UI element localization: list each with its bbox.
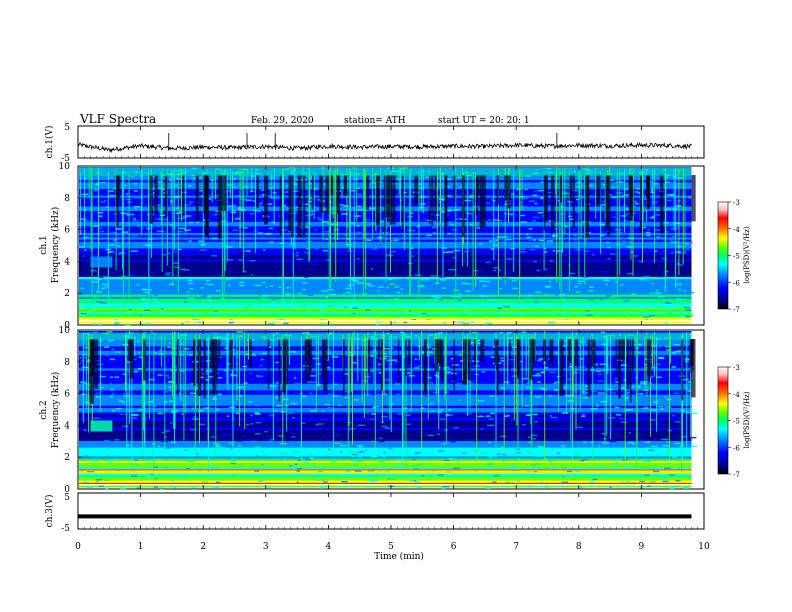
x-tick-label: 0 [75, 542, 81, 552]
x-axis: 0 1 2 3 4 5 6 7 8 9 10 [75, 126, 710, 552]
colorbar-ch2-tick-label: -7 [733, 471, 740, 479]
colorbar-ch1: -3 -4 -5 -6 -7 log(PSD)(V²/Hz) [717, 199, 751, 314]
x-tick-label: 1 [138, 542, 144, 552]
waveform-ch1-frame [77, 125, 705, 159]
colorbar-ch2-label: log(PSD)(V²/Hz) [743, 391, 751, 448]
waveform-ch3-ytick-top: 5 [64, 493, 70, 503]
spectrogram-ch1-ytick-label: 8 [64, 194, 70, 204]
spectrogram-ch2-ylabel-channel: ch.2 [39, 400, 49, 419]
colorbar-ch1-tick-label: -7 [733, 306, 740, 314]
figure-title: VLF Spectra [79, 112, 156, 126]
x-axis-label: Time (min) [374, 551, 424, 562]
waveform-ch1-ytick-top: 5 [64, 123, 70, 133]
colorbar-ch1-label: log(PSD)(V²/Hz) [743, 226, 751, 283]
x-tick-label: 8 [576, 542, 582, 552]
waveform-ch1-trace [78, 133, 692, 154]
x-tick-label: 10 [698, 542, 710, 552]
spectrogram-ch2-image [78, 331, 698, 490]
waveform-ch3-ytick-bottom: -5 [61, 524, 70, 534]
spectrogram-ch2-ytick-label: 0 [64, 485, 70, 495]
colorbar-ch2-tick-label: -6 [733, 444, 740, 452]
x-tick-label: 3 [263, 542, 269, 552]
spectrogram-ch1-ylabel-frequency: Frequency (kHz) [50, 207, 61, 284]
x-tick-label: 7 [513, 542, 519, 552]
spectrogram-ch2-ytick-label: 2 [64, 453, 70, 463]
spectrogram-ch1-ytick-label: 0 [64, 321, 70, 331]
x-tick-label: 5 [388, 542, 394, 552]
x-tick-label: 6 [451, 542, 457, 552]
waveform-ch1-panel: 5 -5 ch.1(V) [44, 123, 705, 164]
colorbar-ch2-tick-label: -3 [733, 364, 740, 372]
x-tick-label: 9 [639, 542, 645, 552]
colorbar-ch2-scale [717, 366, 729, 475]
colorbar-ch1-tick-label: -4 [733, 226, 740, 234]
spectrogram-ch2-ytick-label: 10 [59, 326, 71, 336]
colorbar-ch1-scale [717, 201, 729, 310]
colorbar-ch2: -3 -4 -5 -6 -7 log(PSD)(V²/Hz) [717, 364, 751, 479]
spectrogram-ch2-ylabel-frequency: Frequency (kHz) [50, 372, 61, 449]
spectrogram-ch1-ytick-label: 10 [59, 162, 71, 172]
x-tick-label: 2 [200, 542, 206, 552]
colorbar-ch1-tick-label: -3 [733, 199, 740, 207]
waveform-ch1-ytick-bottom: -5 [61, 154, 70, 164]
colorbar-ch2-tick-label: -5 [733, 418, 740, 426]
waveform-ch3-ylabel: ch.3(V) [44, 495, 55, 528]
start-time-label: start UT = 20: 20: 1 [438, 116, 530, 126]
spectrogram-ch1-image [78, 167, 696, 326]
spectrogram-ch2-ytick-label: 4 [64, 421, 70, 431]
spectrogram-ch2-ytick-label: 6 [64, 390, 70, 400]
spectrogram-ch1-ytick-label: 2 [64, 289, 70, 299]
spectrogram-ch2-ytick-label: 8 [64, 358, 70, 368]
spectrogram-ch1-ytick-label: 6 [64, 226, 70, 236]
colorbar-ch1-tick-label: -5 [733, 253, 740, 261]
waveform-ch3-panel: 5 -5 ch.3(V) [44, 492, 705, 534]
station-label: station= ATH [344, 116, 406, 126]
colorbar-ch1-tick-label: -6 [733, 279, 740, 287]
spectrogram-ch1-ylabel-channel: ch.1 [39, 235, 49, 254]
spectrogram-ch1-panel: 0 2 4 6 8 10 ch.1 Frequency (kHz) [39, 162, 705, 331]
spectrogram-ch2-panel: 0 2 4 6 8 10 ch.2 Frequency (kHz) [39, 326, 705, 495]
colorbar-ch2-tick-label: -4 [733, 391, 740, 399]
waveform-ch3-frame [77, 492, 705, 530]
date-label: Feb. 29, 2020 [251, 116, 314, 126]
x-tick-label: 4 [326, 542, 332, 552]
spectrogram-ch1-ytick-label: 4 [64, 257, 70, 267]
waveform-ch1-ylabel: ch.1(V) [44, 126, 55, 159]
